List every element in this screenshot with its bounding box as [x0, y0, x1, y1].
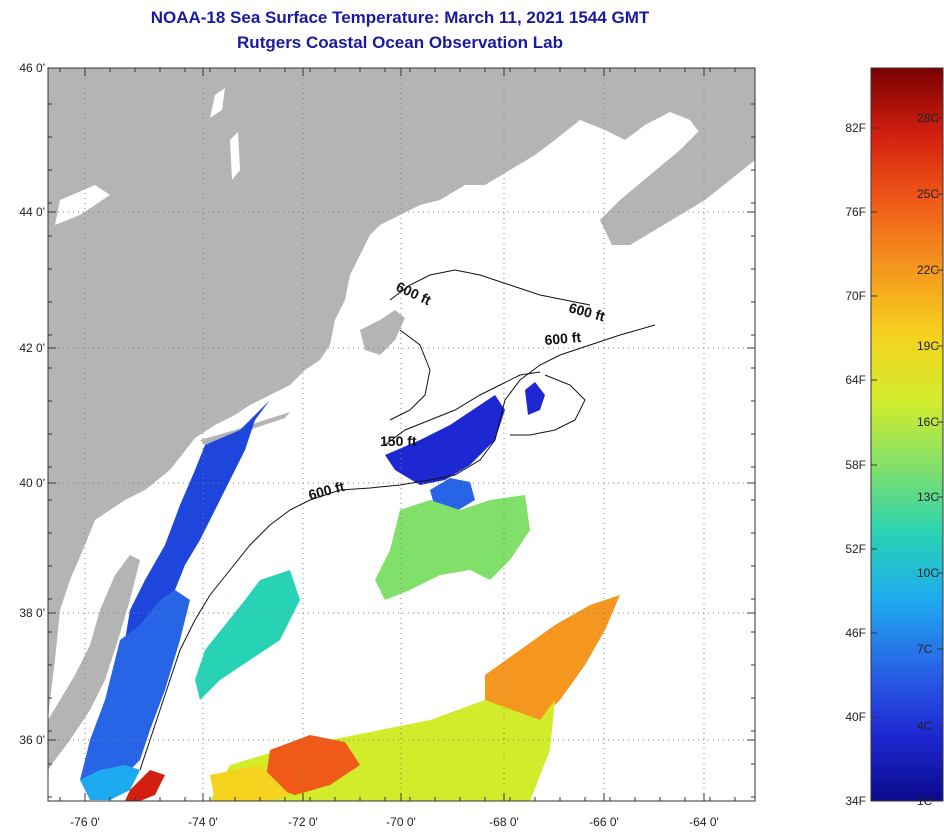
sst-patch-cool-coast	[80, 765, 140, 800]
sst-patch-cold-shelf	[125, 400, 270, 645]
lon-label: -76 0'	[70, 815, 100, 829]
lat-label: 46 0'	[19, 61, 45, 75]
colorbar-f-label: 70F	[845, 289, 866, 303]
contour-150ft	[384, 371, 541, 446]
map-title: NOAA-18 Sea Surface Temperature: March 1…	[150, 8, 650, 27]
lon-label: -68 0'	[489, 815, 519, 829]
lat-label: 36 0'	[19, 733, 45, 747]
colorbar-ticks	[871, 117, 943, 802]
colorbar-c-label: 4C	[917, 719, 933, 733]
sst-patch-georges-bank	[385, 395, 505, 485]
sst-patch-slope-water	[375, 495, 530, 600]
sst-patch-mid-shelf	[195, 570, 300, 700]
colorbar-c-label: 10C	[917, 566, 940, 580]
contour-inner	[389, 329, 431, 421]
colorbar-f-label: 64F	[845, 373, 866, 387]
sst-patches	[80, 382, 620, 801]
contour-label: 600 ft	[544, 329, 582, 348]
lake	[55, 185, 110, 225]
colorbar-c-label: 1C	[917, 794, 933, 808]
colorbar-c-label: 28C	[917, 111, 940, 125]
map-subtitle: Rutgers Coastal Ocean Observation Lab	[237, 33, 563, 52]
contour-600ft-outer	[139, 324, 656, 771]
colorbar-f-label: 76F	[845, 205, 866, 219]
map-area: 600 ft 600 ft 600 ft 150 ft 600 ft	[48, 68, 755, 801]
lake	[210, 88, 225, 118]
colorbar-c-label: 25C	[917, 187, 940, 201]
sst-patch-cold-inner	[80, 590, 190, 790]
sst-patch-slope	[430, 478, 475, 512]
colorbar-c-label: 16C	[917, 415, 940, 429]
sst-patch-warm-band	[210, 765, 290, 801]
depth-contours	[139, 269, 656, 771]
lon-label: -70 0'	[386, 815, 416, 829]
contour-bank-edge	[510, 374, 586, 436]
colorbar	[870, 67, 944, 802]
sst-patch-hatteras	[125, 770, 165, 801]
lon-label: -72 0'	[288, 815, 318, 829]
lake	[230, 132, 240, 180]
lat-label: 44 0'	[19, 205, 45, 219]
sst-patch-gulf-stream-north	[485, 595, 620, 725]
colorbar-c-label: 22C	[917, 263, 940, 277]
colorbar-c-label: 7C	[917, 642, 933, 656]
colorbar-c-label: 19C	[917, 339, 940, 353]
contour-gulf-of-maine	[389, 269, 591, 306]
land-nova-scotia	[600, 110, 755, 245]
map-axes: 46 0' 44 0' 42 0' 40 0' 38 0' 36 0' -76 0' -74 …	[19, 61, 755, 829]
lat-label: 38 0'	[19, 606, 45, 620]
land-delmarva	[48, 555, 140, 770]
lat-label: 42 0'	[19, 341, 45, 355]
lon-label: -64 0'	[689, 815, 719, 829]
contour-label: 150 ft	[380, 433, 417, 449]
graticule	[48, 68, 755, 801]
sst-patch-ne-channel	[525, 382, 545, 415]
lon-label: -74 0'	[188, 815, 218, 829]
lon-label: -66 0'	[589, 815, 619, 829]
sst-patch-warm-core	[265, 735, 360, 795]
colorbar-c-label: 13C	[917, 490, 940, 504]
land-mainland	[48, 68, 755, 720]
colorbar-f-label: 52F	[845, 542, 866, 556]
lat-label: 40 0'	[19, 476, 45, 490]
colorbar-f-label: 40F	[845, 710, 866, 724]
colorbar-f-label: 46F	[845, 626, 866, 640]
colorbar-f-label: 82F	[845, 121, 866, 135]
colorbar-f-label: 58F	[845, 458, 866, 472]
land-cape-cod	[360, 310, 405, 355]
colorbar-f-label: 34F	[845, 794, 866, 808]
